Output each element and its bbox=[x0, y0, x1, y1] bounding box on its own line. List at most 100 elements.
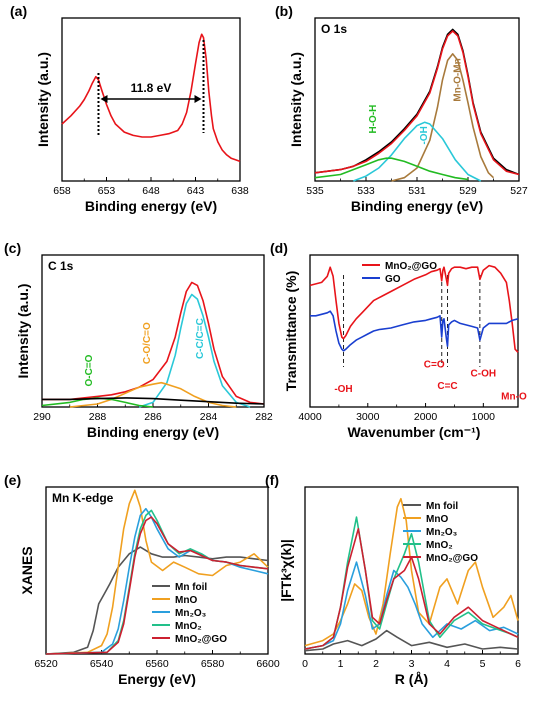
panel-label: (c) bbox=[4, 240, 21, 256]
y-axis-title: |FTk³χ(k)| bbox=[278, 539, 294, 602]
peak-annotation: Mn-O bbox=[501, 391, 527, 402]
x-tick-label: 1 bbox=[338, 658, 344, 670]
x-tick-label: 6540 bbox=[90, 658, 114, 670]
series-line-0 bbox=[314, 28, 520, 176]
series-line-2 bbox=[304, 561, 519, 650]
arrow-head bbox=[194, 95, 202, 103]
x-tick-label: 4 bbox=[444, 658, 450, 670]
panel-c: 290 288 286 284 282 (c) Binding energy (eV) Int… bbox=[4, 240, 273, 440]
peak-annotation: C-O/C=O bbox=[142, 322, 153, 364]
x-tick-label: 286 bbox=[144, 411, 162, 423]
legend-label: MnO₂ bbox=[175, 621, 202, 632]
series-line-0 bbox=[42, 281, 265, 405]
panel-label: (f) bbox=[265, 472, 279, 488]
plot-frame bbox=[314, 17, 520, 182]
y-axis-title: Transmittance (%) bbox=[283, 271, 299, 392]
series-line-4 bbox=[304, 528, 519, 650]
legend-label: Mn foil bbox=[426, 501, 458, 512]
x-tick-label: 290 bbox=[33, 411, 51, 423]
x-tick-label: 658 bbox=[53, 185, 71, 197]
panel-f: 0 1 2 3 4 5 6 (f) R (Å) |FTk³χ(k)| Mn foil MnO Mn₂O₃… bbox=[265, 472, 521, 687]
peak-annotation: C=O bbox=[424, 359, 445, 370]
series-line-0 bbox=[304, 629, 519, 652]
peak-annotation: -OH bbox=[334, 384, 352, 395]
peak-annotation: H-O-H bbox=[368, 105, 379, 134]
x-axis-title: Wavenumber (cm⁻¹) bbox=[348, 424, 481, 440]
panel-d: 4000 3000 2000 1000 (d) Wavenumber (cm⁻¹) Tran… bbox=[270, 240, 527, 440]
plot-frame bbox=[309, 254, 519, 408]
panel-label: (e) bbox=[4, 472, 21, 488]
peak-annotation: C=C bbox=[437, 381, 457, 392]
y-axis-title: Intensity (a.u.) bbox=[288, 52, 304, 147]
series-line-1 bbox=[45, 489, 269, 655]
x-tick-label: 529 bbox=[459, 185, 477, 197]
x-tick-label: 2000 bbox=[414, 411, 438, 423]
legend-label: MnO₂@GO bbox=[175, 634, 227, 645]
series-line-2 bbox=[45, 507, 269, 655]
x-tick-label: 653 bbox=[98, 185, 116, 197]
legend-label: Mn₂O₃ bbox=[426, 527, 458, 538]
peak-annotation: O-C=O bbox=[84, 354, 95, 386]
panel-b: 535 533 531 529 527 (b) Binding energy (eV) Int… bbox=[275, 3, 528, 214]
peak-annotation: -OH bbox=[419, 126, 430, 144]
panel-label: (a) bbox=[10, 3, 27, 19]
x-tick-label: 6560 bbox=[145, 658, 169, 670]
panel-e: 6520 6540 6560 6580 6600 (e) Energy (eV) XANES M… bbox=[4, 472, 280, 687]
x-tick-label: 648 bbox=[142, 185, 160, 197]
series-line-0 bbox=[61, 33, 241, 163]
panel-label: (b) bbox=[275, 3, 293, 19]
series-line-4 bbox=[42, 397, 265, 405]
x-tick-label: 3000 bbox=[356, 411, 380, 423]
series-line-1 bbox=[304, 497, 519, 647]
panel-a: 658 653 648 643 638 (a) Binding energy (eV) Int… bbox=[10, 3, 249, 214]
series-line-3 bbox=[45, 509, 269, 655]
peak-annotation: C-OH bbox=[471, 369, 497, 380]
arrow-head bbox=[100, 95, 108, 103]
series-line-4 bbox=[314, 157, 469, 181]
y-axis-title: XANES bbox=[19, 546, 35, 594]
series-line-0 bbox=[309, 264, 519, 353]
separation-label: 11.8 eV bbox=[131, 81, 172, 95]
x-tick-label: 6520 bbox=[34, 658, 58, 670]
legend-label: GO bbox=[385, 274, 401, 285]
x-tick-label: 6580 bbox=[201, 658, 225, 670]
x-tick-label: 533 bbox=[357, 185, 375, 197]
panel-label: (d) bbox=[270, 240, 288, 256]
series-line-4 bbox=[45, 516, 269, 655]
x-tick-label: 531 bbox=[408, 185, 426, 197]
x-tick-label: 6 bbox=[515, 658, 521, 670]
x-tick-label: 288 bbox=[89, 411, 107, 423]
legend-label: MnO bbox=[426, 514, 448, 525]
inset-title: Mn K-edge bbox=[52, 491, 114, 505]
plot-frame bbox=[45, 486, 269, 655]
series-line-0 bbox=[45, 546, 269, 655]
x-tick-label: 4000 bbox=[298, 411, 322, 423]
x-tick-label: 0 bbox=[302, 658, 308, 670]
x-tick-label: 1000 bbox=[472, 411, 496, 423]
peak-annotation: Mn-O-Mn bbox=[452, 58, 463, 101]
x-axis-title: Energy (eV) bbox=[118, 671, 196, 687]
y-axis-title: Intensity (a.u.) bbox=[35, 52, 51, 147]
series-line-3 bbox=[304, 516, 519, 650]
x-tick-label: 643 bbox=[187, 185, 205, 197]
x-axis-title: Binding energy (eV) bbox=[87, 424, 219, 440]
legend-label: MnO₂@GO bbox=[426, 553, 478, 564]
x-tick-label: 2 bbox=[373, 658, 379, 670]
x-tick-label: 527 bbox=[510, 185, 528, 197]
series-line-1 bbox=[310, 310, 519, 352]
series-line-1 bbox=[314, 30, 520, 176]
x-tick-label: 3 bbox=[409, 658, 415, 670]
legend-label: Mn₂O₃ bbox=[175, 608, 207, 619]
x-tick-label: 535 bbox=[306, 185, 324, 197]
x-tick-label: 282 bbox=[255, 411, 273, 423]
x-tick-label: 638 bbox=[231, 185, 249, 197]
y-axis-title: Intensity (a.u.) bbox=[15, 284, 31, 379]
series-line-1 bbox=[138, 293, 251, 408]
series-line-2 bbox=[391, 53, 495, 182]
inset-title: C 1s bbox=[48, 259, 74, 273]
x-axis-title: Binding energy (eV) bbox=[351, 198, 483, 214]
legend-label: MnO₂ bbox=[426, 540, 453, 551]
x-tick-label: 6600 bbox=[256, 658, 280, 670]
x-axis-title: R (Å) bbox=[395, 671, 428, 687]
